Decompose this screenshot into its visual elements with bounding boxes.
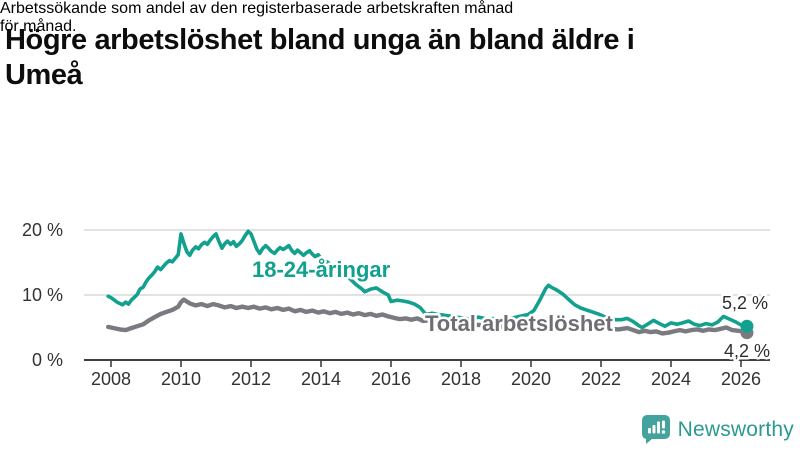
x-tick-label: 2020: [511, 369, 551, 389]
series-lines: [106, 229, 750, 336]
page-title-line-2: Umeå: [5, 59, 83, 92]
y-tick-label: 0 %: [32, 350, 63, 370]
x-tick-label: 2012: [231, 369, 271, 389]
x-tick-label: 2016: [371, 369, 411, 389]
bar-small: [647, 428, 651, 434]
x-tick-label: 2026: [721, 369, 761, 389]
newsworthy-icon: [641, 415, 670, 444]
bar-large: [656, 421, 660, 434]
y-tick-label: 20 %: [22, 220, 63, 240]
newsworthy-logo[interactable]: Newsworthy: [641, 414, 794, 445]
x-axis: [84, 359, 770, 367]
x-tick-label: 2024: [651, 369, 691, 389]
bar-medium: [652, 425, 656, 434]
x-tick-label: 2014: [301, 369, 341, 389]
series-label-youth: 18-24-åringar: [252, 257, 391, 282]
series-label-total: Total arbetslöshet: [425, 311, 614, 336]
chart-subtitle-line-2: för månad.: [0, 18, 77, 35]
gridlines: [84, 229, 770, 296]
speech-bubble-shape: [641, 415, 670, 444]
y-tick-labels: 0 % 10 % 20 %: [22, 220, 63, 370]
chart-subtitle-line-1: Arbetssökande som andel av den registerb…: [0, 0, 514, 17]
end-value-label-youth: 5,2 %: [722, 293, 768, 313]
y-tick-label: 10 %: [22, 285, 63, 305]
exclamation-dot: [661, 430, 665, 434]
series-end-dots: [740, 319, 754, 340]
series-line-total: [106, 297, 750, 336]
x-tick-label: 2010: [161, 369, 201, 389]
x-tick-label: 2008: [91, 369, 131, 389]
x-tick-label: 2022: [581, 369, 621, 389]
end-value-label-total: 4,2 %: [724, 341, 770, 361]
x-tick-label: 2018: [441, 369, 481, 389]
x-tick-labels: 2008 2010 2012 2014 2016 2018 2020 2022 2024 2026: [91, 369, 761, 389]
newsworthy-wordmark: Newsworthy: [677, 417, 794, 441]
page-title: Högre arbetslöshet bland unga än bland ä…: [5, 23, 795, 93]
page-title-line-1: Högre arbetslöshet bland unga än bland ä…: [5, 24, 635, 57]
exclamation-bar: [661, 420, 665, 429]
series-line-youth: [106, 229, 749, 330]
end-dot-youth: [740, 319, 754, 333]
